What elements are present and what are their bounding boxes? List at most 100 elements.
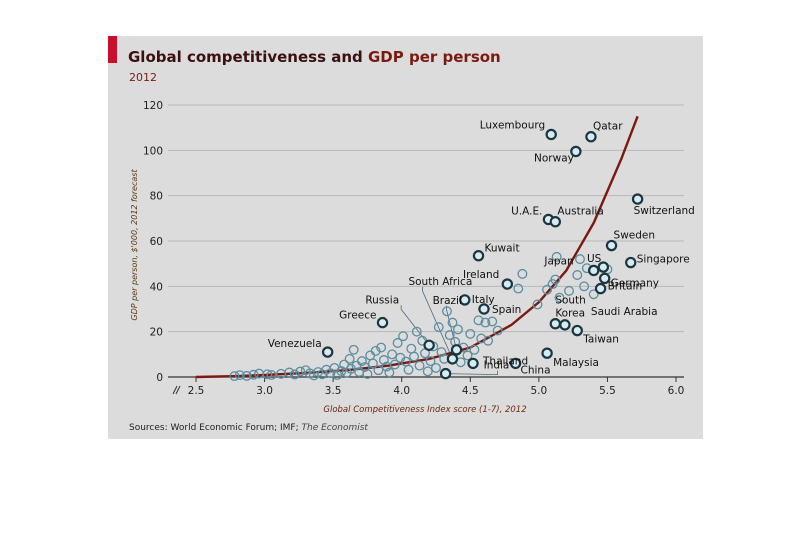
data-point [403, 364, 414, 375]
chart-panel [108, 36, 703, 439]
source-note: Sources: World Economic Forum; IMF; The … [129, 423, 368, 433]
data-point [359, 362, 370, 372]
point-label-line: Korea [555, 308, 585, 320]
data-point-labeled [570, 145, 582, 158]
data-point [241, 370, 252, 381]
data-point-labeled [625, 256, 637, 269]
chart-title-part1: Global competitiveness and [128, 48, 368, 66]
data-point-labeled [549, 216, 562, 228]
data-point-labeled [467, 357, 479, 370]
point-label: Luxembourg [480, 119, 545, 131]
axes: 0 20 40 60 80 100 120 2.5 3.0 3.5 4.0 4.5 5.0 5.5 6.0 [143, 100, 684, 397]
data-point-labeled [585, 131, 597, 143]
point-label: Singapore [637, 254, 690, 266]
data-point [289, 369, 300, 380]
data-point-labeled [501, 278, 514, 290]
data-point [346, 363, 356, 374]
data-point [462, 350, 473, 361]
data-point [356, 356, 367, 367]
point-label: Malaysia [553, 357, 599, 369]
data-point-labeled [594, 282, 607, 295]
y-tick-label: 60 [150, 236, 163, 248]
data-point-labeled [559, 319, 571, 331]
grid-lines [168, 104, 684, 333]
data-point [550, 274, 561, 285]
y-tick-label: 80 [150, 191, 163, 203]
point-label: Taiwan [582, 334, 619, 346]
data-point [422, 366, 433, 377]
data-point-labeled [598, 272, 611, 285]
point-label: Australia [557, 206, 603, 218]
data-point [266, 370, 277, 380]
x-tick-label: 5.5 [599, 385, 616, 397]
data-point [551, 251, 562, 262]
source-prefix: Sources: World Economic Forum; IMF; [129, 423, 302, 433]
chart-subtitle: 2012 [129, 71, 157, 84]
x-tick-label: 4.0 [393, 385, 410, 397]
point-label: Switzerland [634, 205, 695, 217]
data-point [480, 317, 491, 328]
point-label: U.A.E. [511, 205, 542, 217]
data-point [387, 349, 398, 360]
data-point [465, 328, 476, 339]
data-point [436, 347, 447, 358]
point-label: South Korea [555, 295, 586, 320]
y-tick-label: 20 [150, 327, 163, 339]
data-point [344, 353, 355, 364]
point-label: Brazil [433, 295, 462, 307]
source-italic: The Economist [301, 423, 368, 433]
point-label: Germany [611, 277, 659, 289]
data-point [542, 284, 553, 295]
data-point [575, 254, 585, 265]
data-point-labeled [478, 303, 490, 315]
data-point [433, 322, 444, 333]
point-label: Sweden [614, 230, 656, 242]
x-tick-label: 4.5 [462, 385, 479, 397]
point-label: South Africa [408, 276, 472, 288]
data-point [414, 360, 425, 371]
point-label: Kuwait [485, 243, 520, 255]
point-label: Thailand [482, 355, 528, 367]
y-tick-label: 120 [143, 100, 163, 112]
point-labels: Luxembourg Qatar Norway U.A.E. Australia Swit… [268, 119, 695, 376]
point-label: Qatar [593, 121, 623, 133]
x-tick-label: 6.0 [668, 385, 685, 397]
x-tick-label: 3.5 [325, 385, 342, 397]
data-point [411, 326, 422, 337]
x-axis-label: Global Competitiveness Index score (1-7)… [323, 405, 526, 415]
data-point [389, 359, 400, 370]
data-point [554, 292, 565, 303]
data-point [376, 342, 387, 353]
data-point [384, 367, 395, 378]
data-point [362, 369, 373, 380]
leader-line [422, 286, 453, 360]
x-tick-label: 2.5 [188, 385, 205, 397]
point-label: Norway [534, 152, 574, 164]
data-point-labeled [605, 239, 618, 252]
point-label: Ireland [463, 269, 499, 281]
data-point-labeled [571, 324, 583, 337]
y-tick-label: 100 [143, 145, 163, 157]
data-point-labeled [321, 346, 334, 358]
data-point-labeled [376, 316, 389, 329]
data-point [336, 366, 347, 377]
data-point-labeled [597, 261, 610, 273]
data-point-labeled [549, 318, 562, 330]
y-tick-label: 40 [150, 281, 163, 293]
point-label: Spain [492, 304, 521, 316]
data-point-labeled [472, 250, 485, 262]
brand-accent-bar [108, 36, 117, 63]
chart-title: Global competitiveness and GDP per perso… [128, 48, 501, 66]
point-label: US [587, 253, 602, 265]
data-point [234, 370, 245, 381]
point-label: Italy [472, 294, 495, 306]
point-label: Venezuela [268, 338, 322, 350]
point-label: China [521, 364, 551, 376]
data-point [473, 315, 484, 326]
leader-line [445, 370, 499, 376]
chart-title-part2: GDP per person [368, 48, 501, 66]
data-point [447, 317, 458, 328]
data-point [367, 358, 378, 369]
data-point [517, 268, 528, 279]
